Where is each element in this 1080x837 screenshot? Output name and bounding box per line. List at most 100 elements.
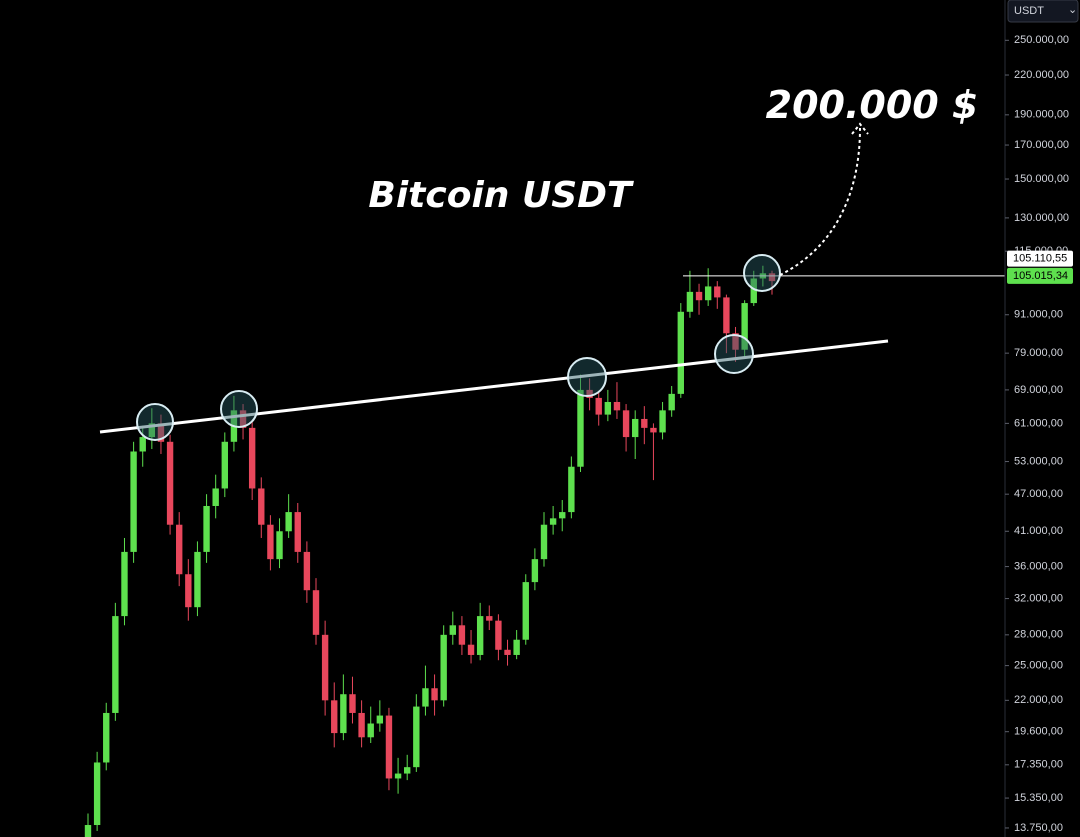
dropdown-arrow[interactable]: ⌄ [1068, 4, 1077, 16]
candle-body [431, 688, 438, 701]
candle-body [449, 625, 456, 635]
candle-body [495, 620, 502, 650]
y-tick-label: 25.000,00 [1014, 660, 1063, 672]
y-tick-label: 28.000,00 [1014, 629, 1063, 641]
candle-body [632, 418, 639, 438]
y-tick-label: 15.350,00 [1014, 792, 1063, 804]
candle-body [440, 634, 447, 701]
price-tag-label: 105.110,55 [1013, 253, 1067, 265]
candle-body [422, 688, 429, 707]
candle-body [239, 410, 247, 428]
dropdown-label[interactable]: USDT [1014, 5, 1044, 17]
candle-body [248, 427, 256, 489]
dropdown-box[interactable] [1007, 0, 1079, 23]
candle-body [486, 616, 493, 621]
y-tick-label: 36.000,00 [1014, 560, 1063, 572]
candle-body [331, 700, 338, 734]
candle-body [650, 427, 657, 433]
candle-body [385, 715, 393, 779]
candle-body [568, 466, 575, 513]
y-tick-label: 61.000,00 [1014, 417, 1063, 429]
circle [136, 403, 174, 441]
price-axis [1005, 0, 1080, 837]
circle [567, 357, 607, 397]
y-tick-label: 41.000,00 [1014, 525, 1063, 537]
candle-body [458, 625, 466, 645]
candle-body [732, 333, 739, 350]
arrow-head [851, 122, 869, 135]
candle-body [586, 389, 593, 398]
y-tick-label: 220.000,00 [1014, 69, 1069, 81]
trendline [99, 339, 889, 434]
candle-body [522, 582, 529, 640]
plot-area [84, 265, 1005, 837]
candle-body [476, 616, 484, 655]
y-tick-label: 150.000,00 [1014, 173, 1069, 185]
highlight-circles [136, 254, 781, 441]
candle-body [139, 437, 146, 452]
candle-body [367, 723, 374, 738]
arrow [779, 127, 861, 276]
candle-body [130, 451, 137, 552]
axis-labels: 250.000,00 220.000,00 190.000,00 170.000,00… [1005, 34, 1073, 834]
candle-body [285, 512, 292, 532]
candle-body [258, 488, 265, 525]
candle-body [185, 574, 192, 608]
candle-body [312, 590, 320, 635]
candle-body [549, 518, 557, 525]
candle-body [695, 291, 703, 301]
candle-body [358, 712, 365, 738]
candle-body [157, 423, 165, 442]
candle-body [321, 634, 329, 701]
candle-body [394, 773, 402, 779]
candle-body [121, 551, 128, 617]
candle-body [750, 278, 757, 304]
chart-title: Bitcoin USDT [368, 175, 634, 216]
y-tick-label: 190.000,00 [1014, 109, 1069, 121]
candle-body [276, 531, 283, 560]
candle-body [613, 401, 621, 411]
circle [220, 390, 258, 428]
y-tick-label: 47.000,00 [1014, 488, 1063, 500]
candle-body [668, 393, 675, 411]
circle [714, 334, 754, 374]
y-tick-label: 19.600,00 [1014, 726, 1063, 738]
candle-body [604, 401, 612, 415]
candle-body [504, 649, 511, 655]
y-tick-label: 130.000,00 [1014, 212, 1069, 224]
candle-body [340, 694, 347, 734]
candle-body [176, 524, 183, 575]
candle-body [723, 297, 730, 334]
candle-body [221, 441, 228, 489]
y-tick-label: 79.000,00 [1014, 347, 1063, 359]
candle-body [595, 397, 602, 415]
candle-body [267, 524, 274, 560]
y-tick-label: 17.350,00 [1014, 759, 1063, 771]
price-tag-label: 105.015,34 [1013, 270, 1068, 282]
candle-body [303, 551, 311, 591]
candle-body [203, 505, 210, 552]
candle-body [540, 524, 548, 560]
candle-body [376, 715, 384, 724]
y-tick-label: 13.750,00 [1014, 822, 1063, 834]
candle-body [659, 410, 666, 433]
y-tick-label: 32.000,00 [1014, 592, 1063, 604]
price-tag-current [1007, 267, 1073, 284]
candle-body [467, 644, 475, 655]
circle [743, 254, 781, 292]
candle-body [768, 273, 776, 282]
candle-body [166, 441, 174, 525]
candle-body [641, 418, 648, 428]
y-tick-label: 170.000,00 [1014, 139, 1069, 151]
candle-body [294, 512, 301, 552]
candle-body [686, 291, 694, 312]
price-tag [1007, 250, 1073, 267]
candle-body [84, 825, 92, 837]
candle-body [93, 762, 101, 826]
candle-body [112, 616, 119, 713]
currency-dropdown[interactable]: USDT ⌄ [1007, 0, 1079, 23]
candle-body [714, 286, 721, 298]
